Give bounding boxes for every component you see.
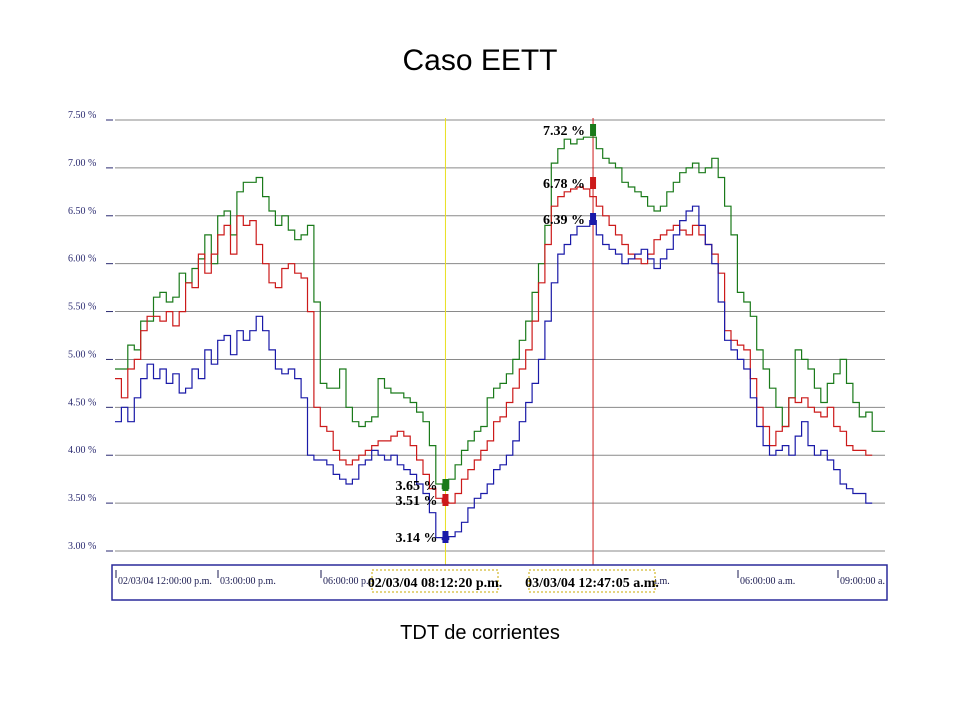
y-tick-label: 5.50 % bbox=[68, 302, 96, 313]
x-axis-frame bbox=[111, 564, 888, 601]
cursor-value-marker bbox=[442, 479, 449, 491]
cursor-time-label: 02/03/04 08:12:20 p.m. bbox=[368, 576, 503, 591]
y-tick-label: 4.50 % bbox=[68, 397, 96, 408]
cursor-value-label: 6.39 % bbox=[543, 213, 585, 228]
x-tick-label: 02/03/04 12:00:00 p.m. bbox=[118, 576, 212, 587]
cursor-time-box[interactable] bbox=[371, 569, 499, 593]
cursor-value-label: 7.32 % bbox=[543, 124, 585, 139]
x-axis-bar: 02/03/04 12:00:00 p.m. 03:00:00 p.m. 06:00… bbox=[111, 564, 888, 601]
y-axis-ticks: 3.00 % 3.50 % 4.00 % 4.50 % 5.00 % 5.50 % 6.00… bbox=[68, 110, 113, 552]
y-tick-label: 3.00 % bbox=[68, 541, 96, 552]
slide-caption: TDT de corrientes bbox=[400, 622, 560, 644]
y-tick-label: 5.00 % bbox=[68, 349, 96, 360]
series-lines bbox=[115, 136, 885, 541]
x-tick-label: 03:00:00 p.m. bbox=[220, 576, 276, 587]
series-line bbox=[115, 205, 873, 541]
x-tick-label: 06:00:00 p.m bbox=[323, 576, 377, 587]
y-tick-label: 7.50 % bbox=[68, 110, 96, 121]
cursor-value-label: 6.78 % bbox=[543, 177, 585, 192]
cursor-value-label: 3.14 % bbox=[395, 531, 437, 546]
cursor-time-label: 03/03/04 12:47:05 a.m. bbox=[525, 576, 659, 591]
cursor-value-label: 3.51 % bbox=[395, 494, 437, 509]
slide-title: Caso EETT bbox=[402, 44, 558, 77]
y-tick-label: 6.00 % bbox=[68, 254, 96, 265]
x-tick-label: 09:00:00 a. bbox=[840, 576, 885, 587]
y-tick-label: 7.00 % bbox=[68, 158, 96, 169]
cursor-value-marker bbox=[590, 124, 597, 136]
y-tick-label: 3.50 % bbox=[68, 493, 96, 504]
y-tick-label: 4.00 % bbox=[68, 445, 96, 456]
series-line bbox=[115, 136, 885, 490]
cursor-time-box[interactable] bbox=[528, 569, 656, 593]
cursor-value-label: 3.65 % bbox=[395, 479, 437, 494]
x-tick-label: 06:00:00 a.m. bbox=[740, 576, 795, 587]
series-line bbox=[115, 186, 873, 504]
y-tick-label: 6.50 % bbox=[68, 206, 96, 217]
cursor-value-marker bbox=[590, 177, 597, 189]
cursor-value-marker bbox=[442, 494, 449, 506]
cursor-value-marker bbox=[590, 213, 597, 225]
cursor-value-marker bbox=[442, 531, 449, 543]
cursor-values: 3.65 %3.51 % 3.14 % 7.32 % 6.78 % 6.39 % bbox=[395, 124, 597, 546]
